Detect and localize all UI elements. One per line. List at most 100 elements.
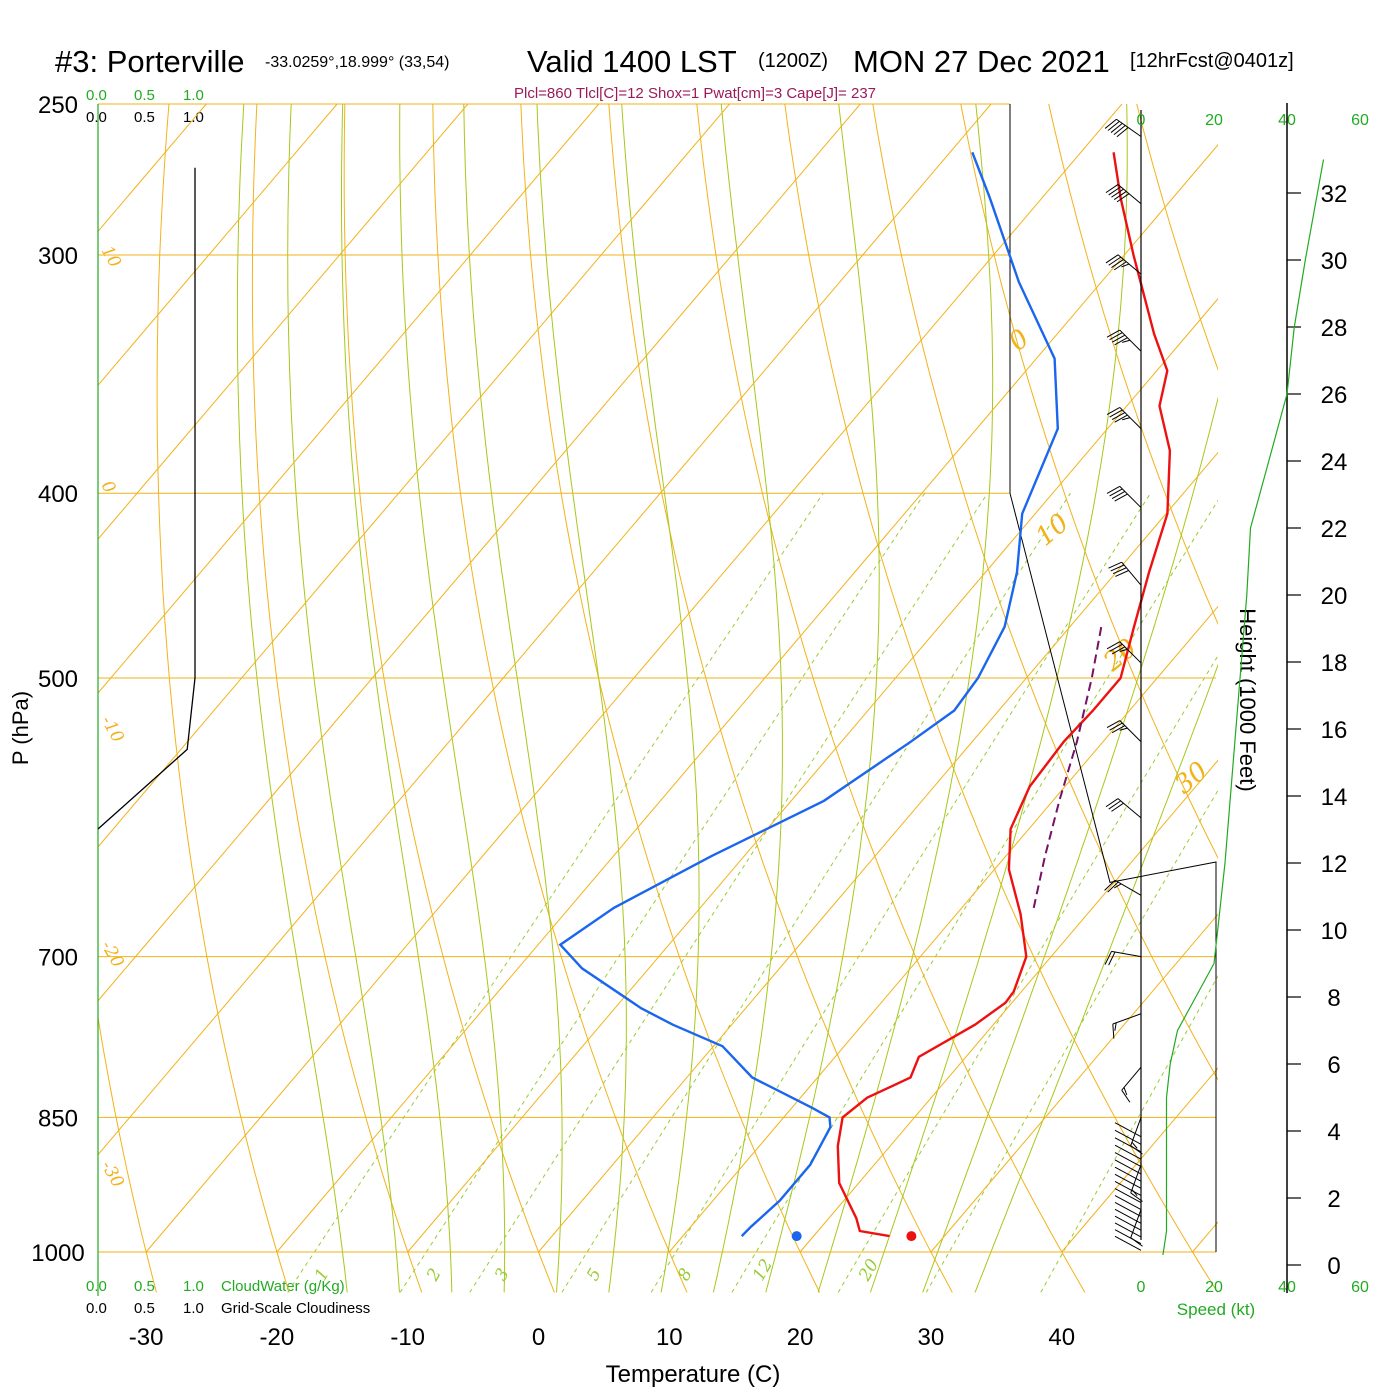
dry-adiabat-label: -20: [97, 938, 128, 972]
cloud-scale-top: 0.0 0.5 1.0 0.0 0.5 1.0: [86, 87, 204, 126]
wind-barb-feather: [1108, 256, 1122, 266]
cloudiness-scale-1-bottom: 1.0: [183, 1300, 204, 1317]
wind-barb-lowlevel: [1114, 1129, 1142, 1145]
isotherm-line: [98, 104, 469, 540]
dewpoint-line: [558, 151, 1060, 1237]
cloudiness-scale-0-bottom: 0.0: [86, 1300, 107, 1317]
station-title: #3: Porterville: [55, 44, 245, 79]
wind-barb-feather: [1119, 648, 1128, 652]
wind-barb-feather: [1116, 193, 1130, 203]
wind-barb-feather: [1114, 883, 1122, 889]
moist-adiabat-label: 10: [1030, 508, 1075, 552]
height-tick-label: 20: [1321, 583, 1348, 610]
dry-adiabat-label: -30: [97, 1158, 128, 1192]
isobars: [98, 103, 1216, 1253]
height-axis-label: Height (1000 Feet): [1235, 608, 1260, 791]
wind-barb: [1106, 641, 1142, 664]
wind-barb-feather: [1131, 1141, 1138, 1149]
wind-barb-feather: [1111, 334, 1126, 343]
dry-adiabat-label: 0: [97, 478, 120, 498]
forecast-run: [12hrFcst@0401z]: [1130, 50, 1294, 72]
height-tick-label: 22: [1321, 516, 1348, 543]
wind-barb-staff: [1117, 184, 1142, 205]
mixing-ratio-line: [837, 654, 1218, 1293]
wind-barb-column: [1104, 110, 1143, 1251]
height-tick-label: 8: [1327, 985, 1340, 1012]
dry-adiabat-line: [1136, 104, 1218, 372]
wind-barb-staff: [1117, 254, 1142, 275]
wind-barb-feather: [1111, 725, 1126, 734]
wind-barb-feather: [1123, 1087, 1128, 1096]
wind-barb-lowlevel: [1114, 1235, 1142, 1251]
wind-barb-feather: [1104, 879, 1116, 891]
moist-adiabat-line: [765, 104, 880, 1293]
wind-barb-staff: [1130, 1209, 1142, 1238]
wind-barb: [1106, 407, 1142, 430]
wind-barb-lowlevel: [1114, 1173, 1142, 1189]
wind-barb-lowlevel: [1114, 1137, 1142, 1153]
isotherm-line: [930, 913, 1218, 1253]
cloudwater-scale-0: 0.0: [86, 87, 107, 104]
cloudwater-scale-05-bottom: 0.5: [134, 1278, 155, 1295]
cloudwater-scale-1: 1.0: [183, 87, 204, 104]
wind-barb-feather: [1109, 409, 1123, 418]
wind-barb-staff: [1114, 879, 1142, 896]
dry-adiabat-line: [1389, 70, 1400, 1292]
wind-barb-staff: [1112, 1013, 1142, 1025]
height-tick-label: 2: [1327, 1186, 1340, 1213]
surface-temperature-dot: [906, 1231, 917, 1242]
dry-adiabat-line: [343, 104, 555, 1293]
wind-barb-lowlevel: [1114, 1222, 1142, 1238]
diagram-border: [97, 104, 1217, 1296]
wind-speed-label: Speed (kt): [1177, 1300, 1255, 1319]
moist-adiabats: [236, 104, 1218, 1293]
wind-barb-feather: [1116, 127, 1129, 138]
cloudiness-line: [97, 167, 196, 830]
wind-barb: [1112, 1013, 1142, 1039]
moist-adiabat-line: [536, 104, 627, 1293]
wind-barb-feather: [1105, 184, 1119, 194]
wind-barb-feather: [1115, 570, 1129, 577]
height-tick-label: 14: [1321, 784, 1348, 811]
cloudwater-scale-0-bottom: 0.0: [86, 1278, 107, 1295]
height-tick-label: 6: [1327, 1052, 1340, 1079]
pressure-tick-label: 850: [38, 1105, 78, 1132]
dry-adiabat-line: [1302, 70, 1400, 1292]
dry-adiabat-line: [1048, 104, 1218, 626]
height-tick-label: 16: [1321, 717, 1348, 744]
wind-barb-lowlevel: [1114, 1166, 1142, 1182]
wind-barb-feather: [1105, 254, 1119, 264]
wind-barb-staff: [1121, 1066, 1142, 1091]
cloudwater-scale-1-bottom: 1.0: [183, 1278, 204, 1295]
mixing-ratio-line: [561, 492, 1071, 1293]
wind-barb-staff: [1117, 798, 1142, 819]
moist-adiabat-line: [621, 104, 700, 1293]
wind-barb-feather: [1111, 259, 1124, 268]
x-tick-label: -10: [390, 1324, 425, 1351]
wind-barb-feather: [1107, 120, 1120, 131]
wind-barb-staff: [1121, 561, 1142, 586]
height-tick-label: 28: [1321, 315, 1348, 342]
wind-barb-feather: [1108, 951, 1116, 966]
wind-barb-feather: [1105, 798, 1119, 808]
parcel-trace-line: [1032, 626, 1103, 909]
surface-dewpoint-dot: [791, 1231, 802, 1242]
dry-adiabat-line: [872, 104, 1218, 1081]
dry-adiabat-line: [696, 104, 1086, 1293]
cloud-scale-bottom: 0.0 0.5 1.0 CloudWater (g/Kg) 0.0 0.5 1.…: [86, 1278, 370, 1317]
mixing-ratio-label: 20: [855, 1256, 884, 1286]
mixing-ratio-line: [731, 499, 1218, 1293]
wind-barb-feather: [1122, 339, 1131, 343]
wind-barb-feather: [1113, 190, 1127, 200]
wind-barb-feather: [1107, 881, 1119, 893]
stability-indices: Plcl=860 Tlcl[C]=12 Shox=1 Pwat[cm]=3 Ca…: [514, 85, 876, 102]
wind-barb-staff: [1119, 329, 1142, 352]
wind-speed-tick-top: 20: [1205, 112, 1223, 129]
sounding-profiles: [558, 151, 1172, 1242]
cloudiness-scale-0: 0.0: [86, 109, 107, 126]
moist-adiabat-line: [463, 104, 563, 1293]
x-tick-label: 10: [656, 1324, 683, 1351]
pressure-tick-label: 700: [38, 945, 78, 972]
pressure-tick-label: 250: [38, 92, 78, 119]
